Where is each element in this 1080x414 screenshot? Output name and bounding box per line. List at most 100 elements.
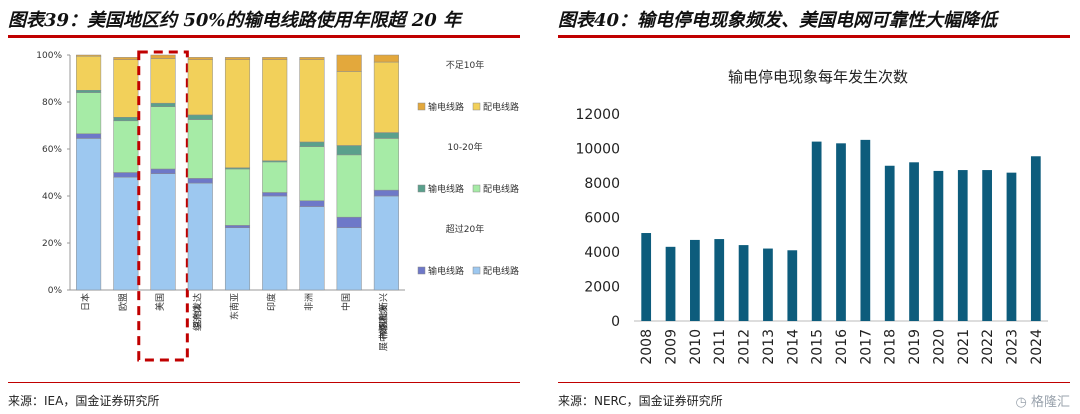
outage-bar: [714, 239, 725, 321]
outage-bar: [787, 250, 798, 321]
stacked-bar-segment: [150, 173, 176, 291]
x-tick-label: 2012: [737, 329, 753, 365]
stacked-bar-segment: [262, 161, 288, 193]
stacked-bar-segment: [113, 57, 139, 60]
x-tick-label: 2008: [639, 329, 655, 365]
left-bottom-rule: [8, 382, 520, 383]
stacked-bar-segment: [299, 206, 325, 291]
x-tick-label: 2022: [980, 329, 996, 365]
x-tick-label: 印度: [266, 293, 278, 311]
stacked-bar-segment: [224, 59, 251, 169]
stacked-bar-segment: [373, 132, 399, 139]
stacked-bar-segment: [76, 138, 102, 291]
legend-group-label: 超过20年: [446, 223, 484, 235]
y-tick-label: 80%: [42, 98, 62, 108]
left-title-rule: [8, 35, 520, 38]
outage-bar: [860, 139, 871, 321]
x-tick-label: 2018: [883, 329, 899, 365]
stacked-bar-segment: [76, 55, 102, 91]
stacked-bar-segment: [187, 182, 213, 291]
x-tick-label: 2016: [834, 329, 850, 365]
x-tick-label: 2019: [907, 329, 923, 365]
stacked-bar-segment: [224, 225, 251, 228]
stacked-bar-segment: [187, 178, 213, 184]
right-title-rule: [558, 35, 1070, 38]
x-tick-label: 非洲: [303, 293, 315, 311]
outage-bar: [836, 143, 846, 321]
x-tick-label: 2021: [956, 329, 972, 365]
outage-bar: [763, 248, 773, 321]
stacked-bar-segment: [150, 106, 176, 170]
x-tick-label: 2020: [931, 329, 947, 365]
stacked-bar-segment: [336, 154, 362, 218]
legend-item-label: 配电线路: [483, 183, 519, 195]
x-tick-label: 2023: [1004, 329, 1020, 365]
legend-swatch: [472, 184, 481, 193]
outage-bar: [1030, 156, 1041, 321]
stacked-bar-segment: [336, 145, 362, 156]
x-tick-label: 东南亚: [229, 293, 241, 320]
x-tick-label: 其他新兴市场和发展中经济体: [377, 293, 389, 351]
stacked-bar-segment: [336, 54, 362, 72]
outage-bar: [884, 165, 895, 321]
watermark-logo: ◷ 格隆汇: [1016, 391, 1071, 410]
left-source-note: 来源：IEA，国金证券研究所: [8, 394, 160, 408]
legend-swatch: [417, 266, 426, 275]
stacked-bar-segment: [187, 57, 213, 60]
stacked-bar-chart: 0% 20% 40% 60% 80% 100% 日本 欧盟 美国 其他发达经济体 东南亚 印度 非洲 中国…: [36, 50, 519, 362]
x-tick-label: 美国: [154, 293, 166, 311]
x-tick-label: 中国: [340, 293, 352, 311]
stacked-bar-segment: [113, 176, 139, 291]
chart-title: 输电停电现象每年发生次数: [728, 68, 908, 86]
x-tick-label: 2017: [858, 329, 874, 365]
x-tick-label: 2010: [688, 329, 704, 365]
outage-bar: [909, 162, 919, 321]
legend-swatch: [417, 102, 426, 111]
stacked-bar-segment: [224, 227, 251, 291]
stacked-bar-segment: [150, 168, 176, 174]
stacked-bar-segment: [113, 172, 139, 178]
y-tick-label: 10000: [575, 142, 620, 158]
x-tick-label: 2014: [785, 329, 801, 365]
stacked-bar-segment: [113, 117, 139, 122]
outage-bar-chart: 输电停电现象每年发生次数 0 2000 4000 6000 8000 10000 12000 2…: [575, 68, 1048, 365]
y-tick-label: 4000: [584, 245, 620, 261]
y-tick-label: 8000: [584, 176, 620, 192]
y-tick-label: 20%: [42, 239, 62, 249]
outage-bar: [641, 233, 652, 321]
legend-swatch: [472, 266, 481, 275]
stacked-bar-segment: [336, 216, 362, 228]
stacked-bar-segment: [299, 57, 325, 60]
stacked-bar-segment: [299, 59, 325, 143]
legend-item-label: 输电线路: [428, 265, 464, 277]
outage-bar: [957, 170, 968, 321]
stacked-bar-segment: [262, 192, 288, 197]
stacked-bar-segment: [150, 54, 176, 59]
legend-item-label: 输电线路: [428, 101, 464, 113]
legend-item-label: 输电线路: [428, 183, 464, 195]
stacked-bar-segment: [187, 59, 213, 116]
stacked-bar-segment: [76, 54, 102, 57]
stacked-bar-segment: [299, 141, 325, 147]
stacked-bar-segment: [76, 92, 102, 134]
right-source-note: 来源：NERC，国金证券研究所: [558, 394, 723, 408]
x-tick-label: 2024: [1029, 329, 1045, 365]
stacked-bar-segment: [373, 61, 399, 133]
stacked-bar-segment: [224, 57, 251, 60]
y-tick-label: 2000: [584, 280, 620, 296]
right-bottom-rule: [558, 382, 1070, 383]
legend-swatch: [417, 184, 426, 193]
stacked-bar-segment: [262, 59, 288, 162]
stacked-bar-segment: [187, 119, 213, 179]
stacked-bar-segment: [336, 71, 362, 146]
legend-item-label: 配电线路: [483, 265, 519, 277]
x-tick-label: 2013: [761, 329, 777, 365]
x-tick-label: 欧盟: [117, 293, 129, 311]
stacked-bar-segment: [373, 189, 399, 197]
y-tick-label: 100%: [36, 51, 62, 61]
outage-bar: [811, 141, 822, 321]
legend-group-label: 不足10年: [446, 59, 484, 71]
stacked-bar-segment: [262, 57, 288, 60]
stacked-bar-segment: [76, 90, 102, 93]
stacked-bar-segment: [150, 58, 176, 104]
